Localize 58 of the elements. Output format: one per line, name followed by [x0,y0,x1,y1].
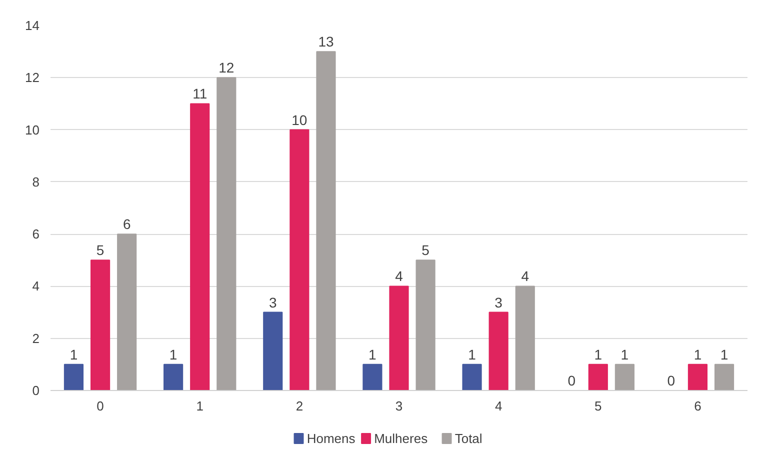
legend-label: Homens [306,431,356,446]
bar [117,234,137,390]
bar [416,260,436,390]
bar [90,260,110,390]
bar [488,312,508,390]
x-tick-label: 6 [694,398,702,414]
x-tick-label: 4 [494,398,502,414]
y-tick-label: 2 [32,330,40,346]
data-label: 1 [169,346,178,362]
data-label: 1 [594,346,602,362]
y-tick-label: 4 [32,278,40,294]
data-label: 4 [395,268,404,284]
bar [216,77,236,390]
bar [64,364,84,390]
data-label: 11 [192,86,208,102]
legend-label: Mulheres [374,431,428,446]
bar [614,364,634,390]
x-tick-label: 0 [96,398,104,414]
x-tick-label: 1 [196,398,204,414]
x-tick-label: 5 [594,398,602,414]
bar [688,364,708,390]
legend-label: Total [454,431,482,446]
data-label: 1 [70,346,78,362]
data-label: 5 [96,242,104,258]
bar [362,364,382,390]
bar [164,364,184,390]
data-label: 1 [620,346,629,362]
data-label: 4 [521,268,530,284]
data-label: 1 [694,346,702,362]
data-label: 3 [268,294,277,310]
data-label: 6 [122,216,131,232]
x-tick-label: 3 [395,398,403,414]
data-label: 0 [568,372,576,388]
x-tick-label: 2 [296,398,304,414]
bar [389,286,409,390]
y-tick-label: 0 [32,383,40,398]
y-tick-label: 12 [25,70,40,86]
y-tick-label: 14 [25,18,40,33]
bar [263,312,283,390]
data-label: 1 [368,346,377,362]
y-tick-label: 8 [32,174,40,190]
y-tick-label: 10 [25,122,40,138]
data-label: 1 [468,346,476,362]
data-label: 12 [218,60,234,76]
data-label: 5 [422,242,430,258]
bar [316,51,336,390]
bar [588,364,608,390]
bar [290,129,310,390]
data-label: 1 [720,346,728,362]
data-label: 3 [494,294,503,310]
data-label: 0 [667,372,676,388]
data-label: 10 [292,112,308,128]
bar [515,286,535,390]
bar [462,364,482,390]
bar [190,103,210,390]
y-tick-label: 6 [32,226,40,242]
bar [714,364,734,390]
data-label: 13 [318,34,334,50]
